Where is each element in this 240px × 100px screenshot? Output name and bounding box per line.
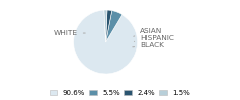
- Text: WHITE: WHITE: [54, 30, 85, 36]
- Wedge shape: [74, 10, 138, 74]
- Wedge shape: [104, 10, 107, 42]
- Wedge shape: [106, 10, 112, 42]
- Wedge shape: [106, 11, 122, 42]
- Text: BLACK: BLACK: [133, 42, 164, 48]
- Legend: 90.6%, 5.5%, 2.4%, 1.5%: 90.6%, 5.5%, 2.4%, 1.5%: [49, 89, 191, 96]
- Text: ASIAN: ASIAN: [134, 28, 162, 36]
- Text: HISPANIC: HISPANIC: [134, 35, 174, 41]
